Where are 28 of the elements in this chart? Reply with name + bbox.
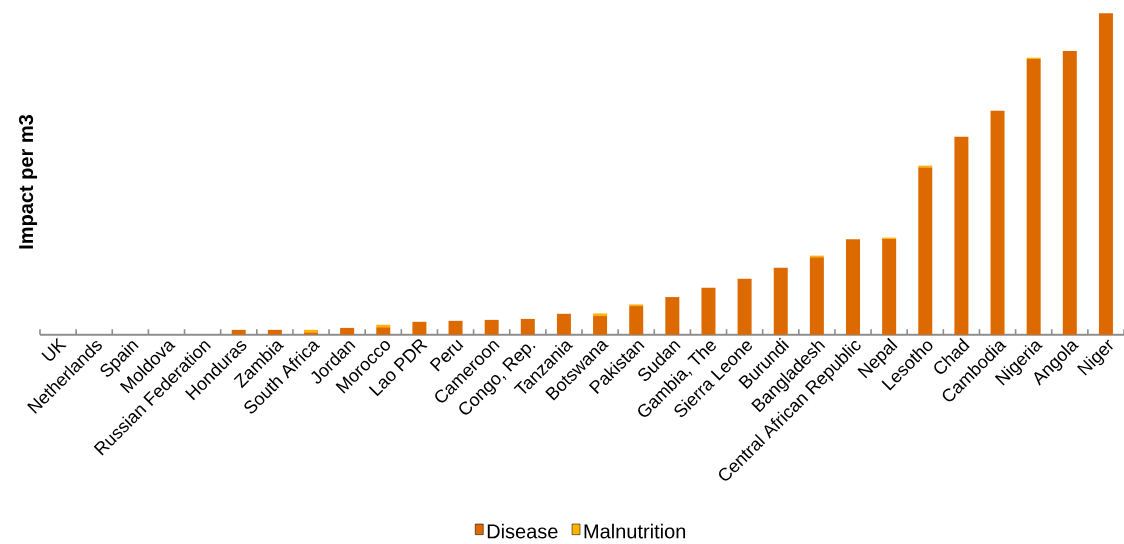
bar [809,257,824,335]
bar [1098,13,1113,335]
bar [1026,58,1041,335]
bar [846,239,861,335]
bar [954,136,969,335]
bar [593,313,608,317]
bar [412,321,427,335]
bar [340,327,355,335]
bar [520,318,535,335]
bar [448,320,463,335]
bar [376,327,391,335]
bar [231,329,246,335]
bar [484,319,499,335]
legend-label: Disease [487,523,558,539]
bar [267,329,282,335]
bar [665,297,680,335]
y-axis-title: Impact per m3 [18,114,38,249]
bar [593,316,608,335]
bar [556,313,571,335]
bar [773,267,788,335]
bar [701,287,716,335]
bar [882,238,897,335]
bar [918,167,933,335]
bar [990,110,1005,335]
bar [1062,50,1077,335]
bar [629,306,644,335]
bar [737,278,752,335]
legend-label: Malnutrition [584,523,686,539]
